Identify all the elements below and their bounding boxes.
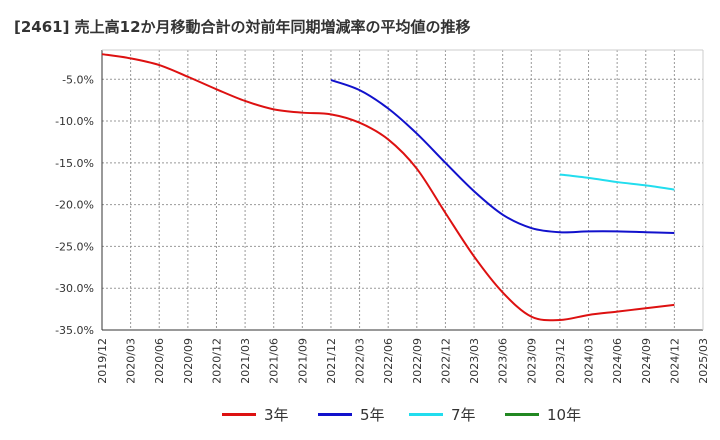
- x-tick-label: 2024/12: [668, 338, 681, 384]
- x-tick-label: 2021/12: [325, 338, 338, 384]
- y-tick-label: -15.0%: [55, 157, 94, 170]
- legend-item: 10年: [505, 402, 581, 426]
- x-tick-label: 2023/03: [468, 338, 481, 384]
- x-tick-label: 2020/09: [182, 338, 195, 384]
- legend-label: 10年: [547, 405, 582, 424]
- x-tick-label: 2022/03: [354, 338, 367, 384]
- y-tick-label: -10.0%: [55, 115, 94, 128]
- x-tick-label: 2022/09: [411, 338, 424, 384]
- x-tick-label: 2020/06: [153, 338, 166, 384]
- x-tick-label: 2022/12: [439, 338, 452, 384]
- legend-label: 7年: [451, 405, 476, 424]
- plot-area: [102, 50, 703, 330]
- legend-swatch: [222, 412, 256, 416]
- legend-swatch: [505, 412, 539, 416]
- legend-swatch: [409, 412, 443, 416]
- x-tick-label: 2020/03: [125, 338, 138, 384]
- x-tick-label: 2021/06: [268, 338, 281, 384]
- y-tick-label: -20.0%: [55, 199, 94, 212]
- x-tick-label: 2024/03: [583, 338, 596, 384]
- x-tick-label: 2025/03: [697, 338, 710, 384]
- x-tick-label: 2023/09: [525, 338, 538, 384]
- series-line-1: [101, 53, 675, 322]
- y-tick-label: -35.0%: [55, 324, 94, 337]
- series-line-2: [330, 79, 675, 235]
- x-tick-label: 2024/09: [640, 338, 653, 384]
- legend-item: 7年: [409, 402, 476, 426]
- y-tick-label: -25.0%: [55, 240, 94, 253]
- y-tick-label: -5.0%: [62, 73, 94, 86]
- x-tick-label: 2021/09: [296, 338, 309, 384]
- x-tick-label: 2021/03: [239, 338, 252, 384]
- x-tick-label: 2023/06: [497, 338, 510, 384]
- legend-label: 5年: [360, 405, 385, 424]
- x-tick-label: 2022/06: [382, 338, 395, 384]
- legend-item: 5年: [318, 402, 385, 426]
- x-tick-label: 2024/06: [611, 338, 624, 384]
- legend-swatch: [318, 412, 352, 416]
- y-tick-label: -30.0%: [55, 282, 94, 295]
- x-tick-label: 2020/12: [210, 338, 223, 384]
- chart-title: [2461] 売上高12か月移動合計の対前年同期増減率の平均値の推移: [14, 18, 471, 36]
- x-tick-label: 2023/12: [554, 338, 567, 384]
- chart-legend: 3年 5年 7年 10年: [0, 402, 720, 426]
- legend-label: 3年: [264, 405, 289, 424]
- series-line-3: [559, 173, 675, 191]
- x-tick-label: 2019/12: [96, 338, 109, 384]
- legend-item: 3年: [222, 402, 289, 426]
